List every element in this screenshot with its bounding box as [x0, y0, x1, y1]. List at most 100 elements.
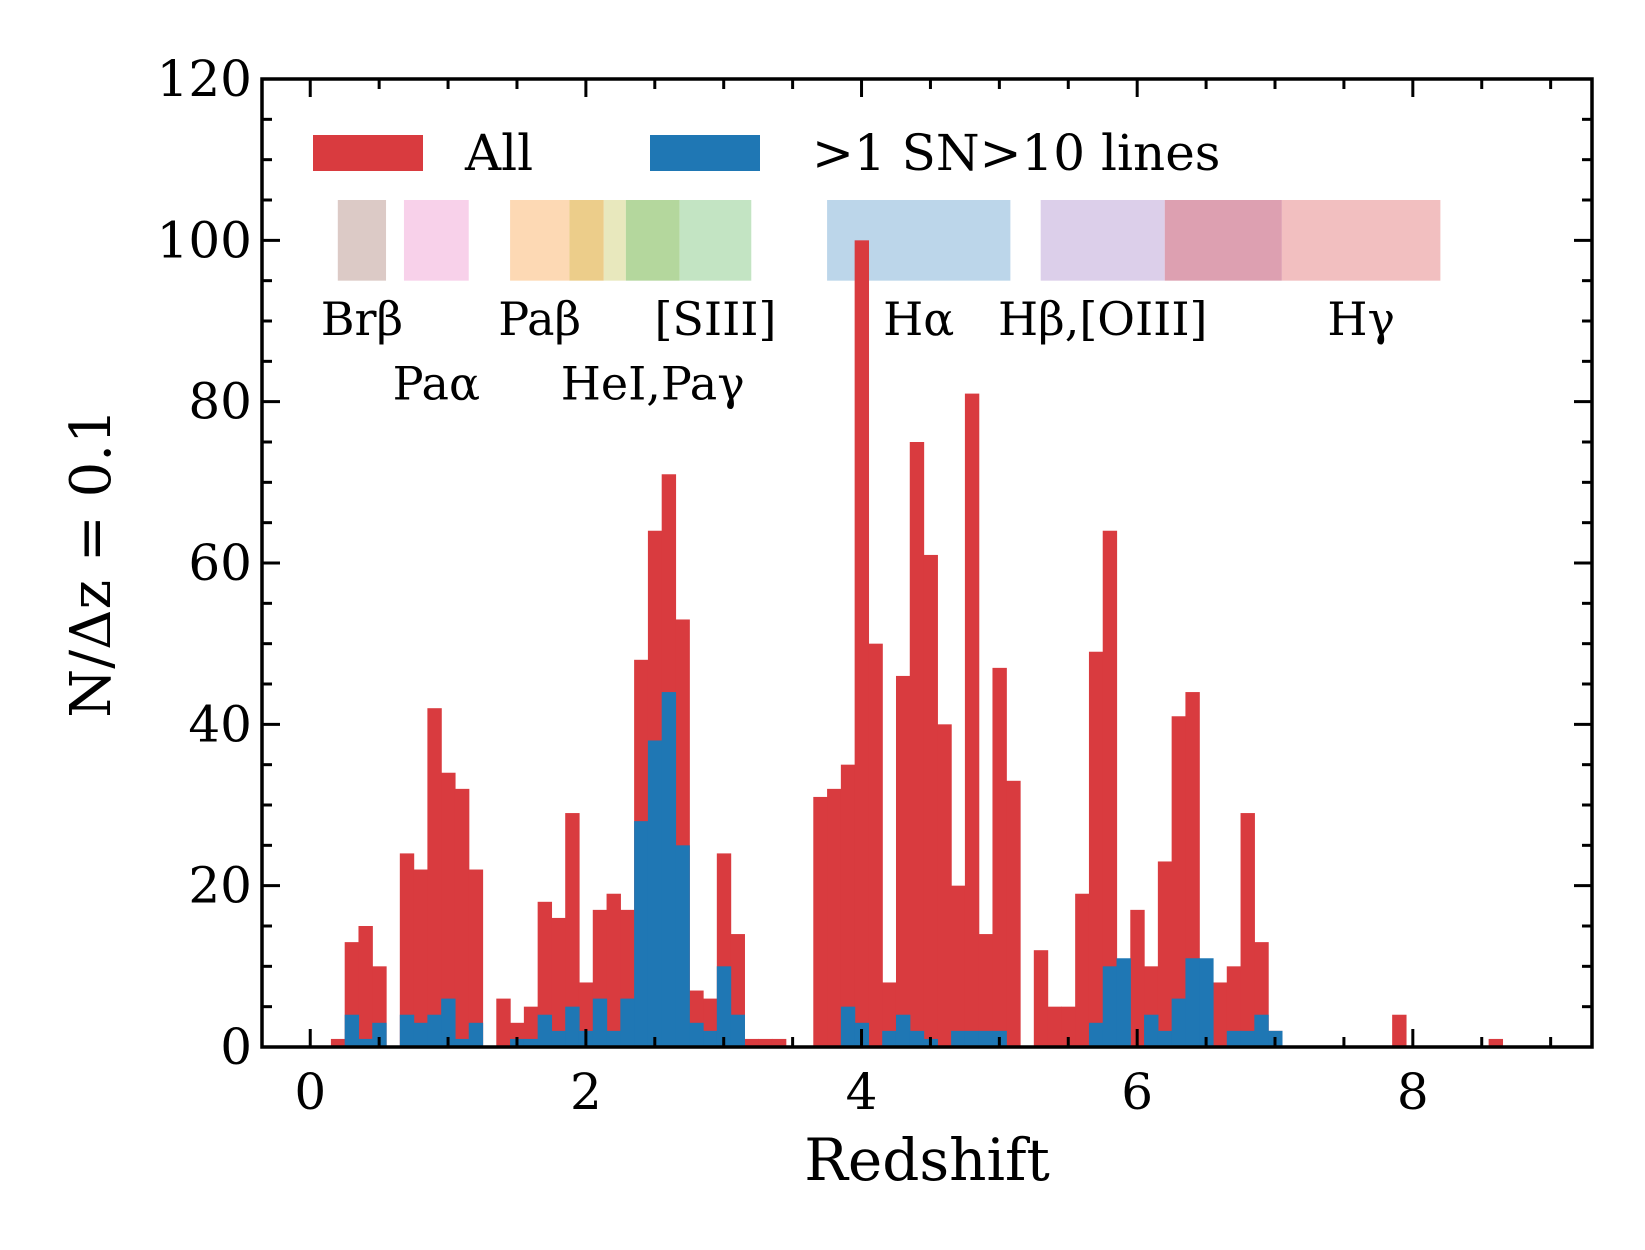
- all-bar-48: [1061, 1006, 1076, 1047]
- line-band-2: [510, 200, 570, 281]
- all-bar-50: [1088, 651, 1104, 1047]
- all-bar-13: [537, 901, 553, 1047]
- line-bands: [337, 200, 1441, 281]
- all-bar-29: [758, 1038, 773, 1047]
- selected-bar-41: [1171, 998, 1187, 1047]
- selected-bar-4: [413, 1022, 428, 1047]
- all-bar-15: [565, 813, 580, 1047]
- y-tick-label-1: 20: [188, 857, 252, 915]
- line-band-5: [625, 200, 680, 281]
- line-band-3: [569, 200, 604, 281]
- selected-bar-38: [1116, 958, 1131, 1047]
- selected-bar-8: [468, 1022, 484, 1047]
- selected-bar-30: [909, 1030, 925, 1047]
- all-bar-35: [868, 643, 883, 1047]
- y-tick-label-5: 100: [157, 211, 252, 269]
- line-band-label-2: Paβ: [498, 292, 581, 346]
- all-bar-65: [1488, 1038, 1504, 1047]
- selected-bar-46: [1254, 1014, 1269, 1047]
- y-tick-label-6: 120: [157, 50, 252, 108]
- all-bar-39: [923, 554, 938, 1047]
- selected-bar-40: [1157, 1030, 1173, 1047]
- selected-bar-11: [537, 1014, 553, 1047]
- selected-bar-23: [703, 1030, 718, 1047]
- legend: All >1 SN>10 lines: [313, 124, 1220, 182]
- all-bar-60: [1226, 966, 1242, 1047]
- all-bar-41: [951, 885, 966, 1047]
- all-bar-44: [992, 667, 1007, 1047]
- bars-selected-series: [344, 692, 1283, 1047]
- selected-bar-1: [358, 1038, 373, 1047]
- y-axis-ticks: 0 20 40 60 80 100 120: [157, 50, 1592, 1076]
- selected-bar-5: [427, 1014, 442, 1047]
- all-bar-8: [454, 788, 470, 1047]
- selected-bar-32: [951, 1030, 966, 1047]
- selected-bar-7: [454, 1038, 470, 1047]
- all-bar-46: [1033, 950, 1049, 1047]
- x-tick-label-4: 8: [1397, 1063, 1429, 1121]
- selected-bar-28: [882, 1030, 897, 1047]
- all-bar-49: [1075, 893, 1090, 1047]
- selected-bar-0: [344, 1014, 360, 1047]
- line-band-9: [1164, 200, 1282, 281]
- selected-bar-6: [441, 998, 456, 1047]
- selected-bar-3: [399, 1014, 415, 1047]
- all-bar-40: [937, 724, 952, 1047]
- line-band-0: [337, 200, 387, 281]
- selected-bar-15: [592, 998, 608, 1047]
- all-bar-6: [427, 708, 442, 1047]
- all-bar-2: [358, 926, 373, 1047]
- all-bar-34: [854, 240, 870, 1048]
- selected-bar-37: [1102, 966, 1118, 1047]
- all-bar-32: [827, 788, 842, 1047]
- y-tick-label-3: 60: [188, 534, 252, 592]
- selected-bar-33: [964, 1030, 980, 1047]
- all-bar-42: [964, 393, 980, 1048]
- all-bar-12: [523, 1006, 539, 1047]
- selected-bar-39: [1144, 1014, 1159, 1047]
- line-band-label-0: Brβ: [321, 292, 403, 346]
- selected-bar-13: [565, 1006, 580, 1047]
- all-bar-64: [1392, 1014, 1407, 1047]
- selected-bar-26: [840, 1006, 856, 1047]
- all-bar-28: [744, 1038, 759, 1047]
- selected-bar-29: [895, 1014, 911, 1047]
- line-band-label-6: [SIII]: [654, 292, 776, 346]
- legend-label-0: All: [464, 124, 533, 182]
- line-band-labels: Brβ Paα Paβ HeI,Paγ [SIII] Hα Hβ,[OIII] Hγ: [321, 292, 1395, 411]
- selected-bar-34: [978, 1030, 994, 1047]
- selected-bar-20: [661, 692, 677, 1047]
- all-bar-30: [771, 1038, 787, 1047]
- selected-bar-21: [675, 845, 690, 1047]
- line-band-6: [679, 200, 752, 281]
- line-band-8: [1040, 200, 1165, 281]
- all-bar-0: [330, 1038, 346, 1047]
- all-bar-59: [1212, 982, 1228, 1047]
- all-bar-31: [813, 796, 828, 1047]
- line-band-10: [1281, 200, 1441, 281]
- selected-bar-17: [620, 998, 635, 1047]
- selected-bar-12: [551, 1030, 566, 1047]
- x-tick-label-2: 4: [846, 1063, 878, 1121]
- all-bar-45: [1006, 780, 1021, 1047]
- selected-bar-18: [634, 821, 649, 1047]
- y-tick-label-4: 80: [188, 373, 252, 431]
- all-bar-37: [895, 675, 911, 1047]
- all-bar-47: [1047, 1006, 1062, 1047]
- all-bar-14: [551, 917, 566, 1047]
- all-bar-56: [1171, 716, 1187, 1047]
- selected-bar-2: [372, 1022, 387, 1047]
- x-tick-label-1: 2: [570, 1063, 602, 1121]
- line-band-label-7: Hα: [883, 292, 954, 346]
- selected-bar-16: [606, 1030, 621, 1047]
- selected-bar-25: [730, 1014, 745, 1047]
- selected-bar-42: [1185, 958, 1200, 1047]
- line-band-label-8: Hβ,[OIII]: [998, 292, 1207, 346]
- all-bar-55: [1157, 861, 1173, 1047]
- x-tick-label-0: 0: [294, 1063, 326, 1121]
- all-bar-5: [413, 869, 428, 1047]
- all-bar-18: [606, 893, 621, 1047]
- line-band-label-1: Paα: [393, 357, 480, 411]
- selected-bar-36: [1088, 1022, 1104, 1047]
